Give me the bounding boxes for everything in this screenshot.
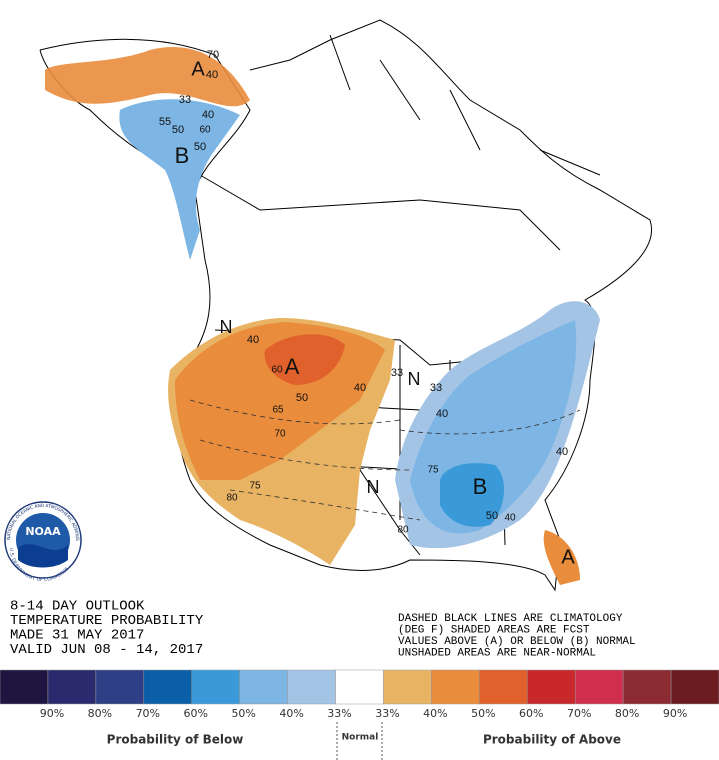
map-label: 70 bbox=[274, 429, 286, 440]
notes: DASHED BLACK LINES ARE CLIMATOLOGY(DEG F… bbox=[398, 613, 636, 660]
note-line: DASHED BLACK LINES ARE CLIMATOLOGY bbox=[398, 613, 623, 625]
map-label: 40 bbox=[354, 382, 366, 394]
map-label: 75 bbox=[249, 481, 261, 492]
probability-areas bbox=[45, 47, 600, 585]
legend-swatch bbox=[287, 669, 336, 705]
legend-swatch bbox=[191, 669, 240, 705]
legend-swatch bbox=[47, 669, 97, 705]
map-label: 40 bbox=[202, 109, 214, 121]
note-line: UNSHADED AREAS ARE NEAR-NORMAL bbox=[398, 647, 596, 659]
below-area-east-50 bbox=[440, 463, 505, 527]
legend-swatch bbox=[239, 669, 288, 705]
canada-boundary bbox=[199, 174, 561, 251]
title-line: VALID JUN 08 - 14, 2017 bbox=[10, 642, 203, 658]
below-area-alaska bbox=[119, 99, 240, 261]
title-line: MADE 31 MAY 2017 bbox=[10, 628, 144, 644]
legend-label: 60% bbox=[519, 707, 543, 720]
map-label: 80 bbox=[226, 493, 238, 504]
map-label: 40 bbox=[504, 513, 516, 524]
map-label: 40 bbox=[206, 69, 218, 81]
logo-wave bbox=[18, 544, 68, 568]
logo-text: NOAA bbox=[25, 525, 61, 538]
legend-swatch bbox=[95, 669, 145, 705]
map-label: A bbox=[285, 354, 300, 379]
legend-label: 80% bbox=[88, 707, 112, 720]
legend-label: 40% bbox=[423, 707, 447, 720]
map-label: 40 bbox=[247, 334, 259, 346]
legend-label: 90% bbox=[40, 707, 64, 720]
above-area-alaska bbox=[45, 47, 250, 107]
legend-above-title: Probability of Above bbox=[483, 733, 621, 747]
map-label: 50 bbox=[194, 141, 206, 153]
legend-label: 50% bbox=[231, 707, 255, 720]
map-label: 60 bbox=[199, 125, 211, 136]
map-label: A bbox=[561, 546, 575, 568]
legend-label: 40% bbox=[279, 707, 303, 720]
map-label: 50 bbox=[486, 510, 498, 522]
legend-swatch bbox=[143, 669, 192, 705]
map-label: 65 bbox=[272, 405, 284, 416]
map-label: 40 bbox=[556, 446, 568, 458]
map-label: B bbox=[473, 474, 488, 499]
map-label: 33 bbox=[179, 94, 191, 106]
map-label: N bbox=[367, 477, 380, 497]
legend-swatch bbox=[574, 669, 624, 705]
above-area-west-60 bbox=[264, 334, 345, 385]
map-label: 33 bbox=[391, 367, 403, 379]
map-label: 50 bbox=[172, 124, 184, 136]
map-label: 55 bbox=[159, 116, 171, 128]
legend-swatch bbox=[479, 669, 528, 705]
legend-label: 70% bbox=[136, 707, 160, 720]
legend-label: 70% bbox=[567, 707, 591, 720]
note-line: VALUES ABOVE (A) OR BELOW (B) NORMAL bbox=[398, 636, 636, 648]
map-label: 60 bbox=[271, 365, 283, 376]
map-label: 80 bbox=[397, 525, 409, 536]
legend-label: 33% bbox=[327, 707, 351, 720]
map-label: N bbox=[220, 317, 233, 337]
legend-swatch bbox=[622, 669, 672, 705]
legend-normal-title: Normal bbox=[342, 733, 379, 743]
title-line: TEMPERATURE PROBABILITY bbox=[10, 613, 204, 629]
legend-label: 80% bbox=[615, 707, 639, 720]
legend-label: 90% bbox=[663, 707, 687, 720]
legend-swatch bbox=[527, 669, 576, 705]
title-line: 8-14 DAY OUTLOOK bbox=[10, 599, 145, 615]
map-label: 70 bbox=[207, 49, 219, 61]
map-label: 50 bbox=[296, 392, 308, 404]
legend-swatch bbox=[431, 669, 480, 705]
legend-label: 33% bbox=[375, 707, 399, 720]
map-label: 40 bbox=[436, 408, 448, 420]
legend: 90% 80% 70% 60% 50% 40% 33% 33% 40% 50% 60% 70% 80% 9… bbox=[0, 669, 719, 720]
map-label: 75 bbox=[427, 465, 439, 476]
legend-swatch bbox=[383, 669, 432, 705]
legend-swatch bbox=[0, 669, 49, 705]
map-label: N bbox=[408, 369, 421, 389]
map-label: 33 bbox=[430, 382, 442, 394]
note-line: (DEG F) SHADED AREAS ARE FCST bbox=[398, 624, 590, 636]
map-label: A bbox=[191, 58, 205, 80]
arctic-islands bbox=[329, 34, 601, 176]
legend-label: 50% bbox=[471, 707, 495, 720]
legend-swatch bbox=[670, 669, 719, 705]
legend-swatch bbox=[335, 669, 384, 705]
above-area-florida bbox=[543, 530, 580, 585]
legend-below-title: Probability of Below bbox=[107, 733, 244, 747]
map-label: B bbox=[175, 143, 190, 168]
legend-label: 60% bbox=[184, 707, 208, 720]
